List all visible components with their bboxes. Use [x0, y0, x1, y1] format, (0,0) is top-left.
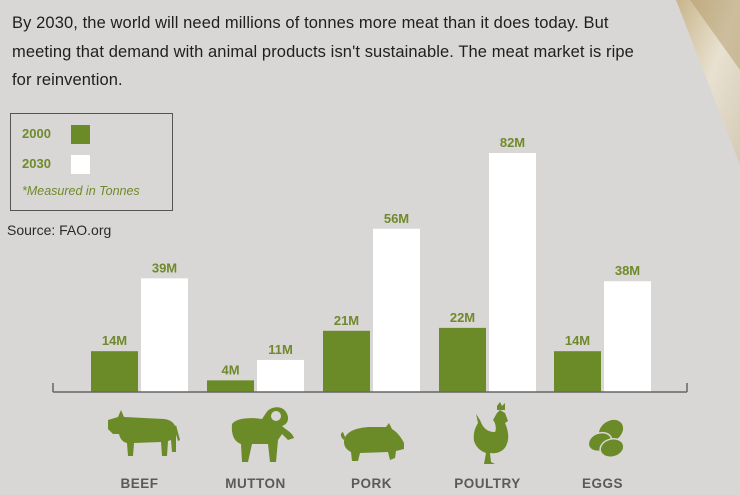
legend-swatch-2000 — [71, 125, 90, 144]
category-label-mutton: MUTTON — [225, 476, 286, 491]
bar-poultry-2030 — [489, 153, 536, 392]
rooster-icon — [473, 402, 509, 464]
bar-beef-2000 — [91, 351, 138, 392]
bar-eggs-2030 — [604, 281, 651, 392]
bar-label-pork-2000: 21M — [334, 313, 359, 328]
chart-legend: 2000 2030 *Measured in Tonnes — [10, 113, 173, 211]
bar-label-mutton-2000: 4M — [221, 362, 239, 377]
bar-pork-2030 — [373, 228, 420, 392]
bar-mutton-2000 — [207, 380, 254, 392]
bar-beef-2030 — [141, 278, 188, 392]
category-label-beef: BEEF — [120, 476, 158, 491]
legend-label-2030: 2030 — [22, 156, 51, 171]
bar-pork-2000 — [323, 330, 370, 392]
bar-label-beef-2000: 14M — [102, 333, 127, 348]
category-labels: BEEF MUTTON PORK POULTRY EGGS — [120, 476, 623, 491]
eggs-icon — [587, 419, 625, 458]
cow-icon — [108, 410, 180, 456]
bar-eggs-2000 — [554, 351, 601, 392]
chart-axis — [52, 383, 688, 393]
bar-label-eggs-2030: 38M — [615, 263, 640, 278]
bar-label-poultry-2000: 22M — [450, 310, 475, 325]
source-text: Source: FAO.org — [7, 222, 112, 238]
legend-note: *Measured in Tonnes — [22, 184, 140, 198]
legend-swatch-2030 — [71, 155, 90, 174]
bar-label-poultry-2030: 82M — [500, 135, 525, 150]
bar-label-eggs-2000: 14M — [565, 333, 590, 348]
category-label-poultry: POULTRY — [454, 476, 521, 491]
bar-mutton-2030 — [257, 359, 304, 392]
category-label-pork: PORK — [351, 476, 392, 491]
chart-bars: 14M 39M 4M 11M 21M 56M 22M 82M 14M 38M — [91, 135, 651, 392]
intro-paragraph: By 2030, the world will need millions of… — [12, 14, 634, 89]
ram-icon — [231, 407, 294, 462]
bar-poultry-2000 — [439, 327, 486, 392]
legend-label-2000: 2000 — [22, 126, 51, 141]
category-label-eggs: EGGS — [582, 476, 623, 491]
pig-icon — [340, 423, 404, 461]
bar-label-mutton-2030: 11M — [268, 342, 293, 357]
bar-label-beef-2030: 39M — [152, 260, 177, 275]
bar-label-pork-2030: 56M — [384, 211, 409, 226]
